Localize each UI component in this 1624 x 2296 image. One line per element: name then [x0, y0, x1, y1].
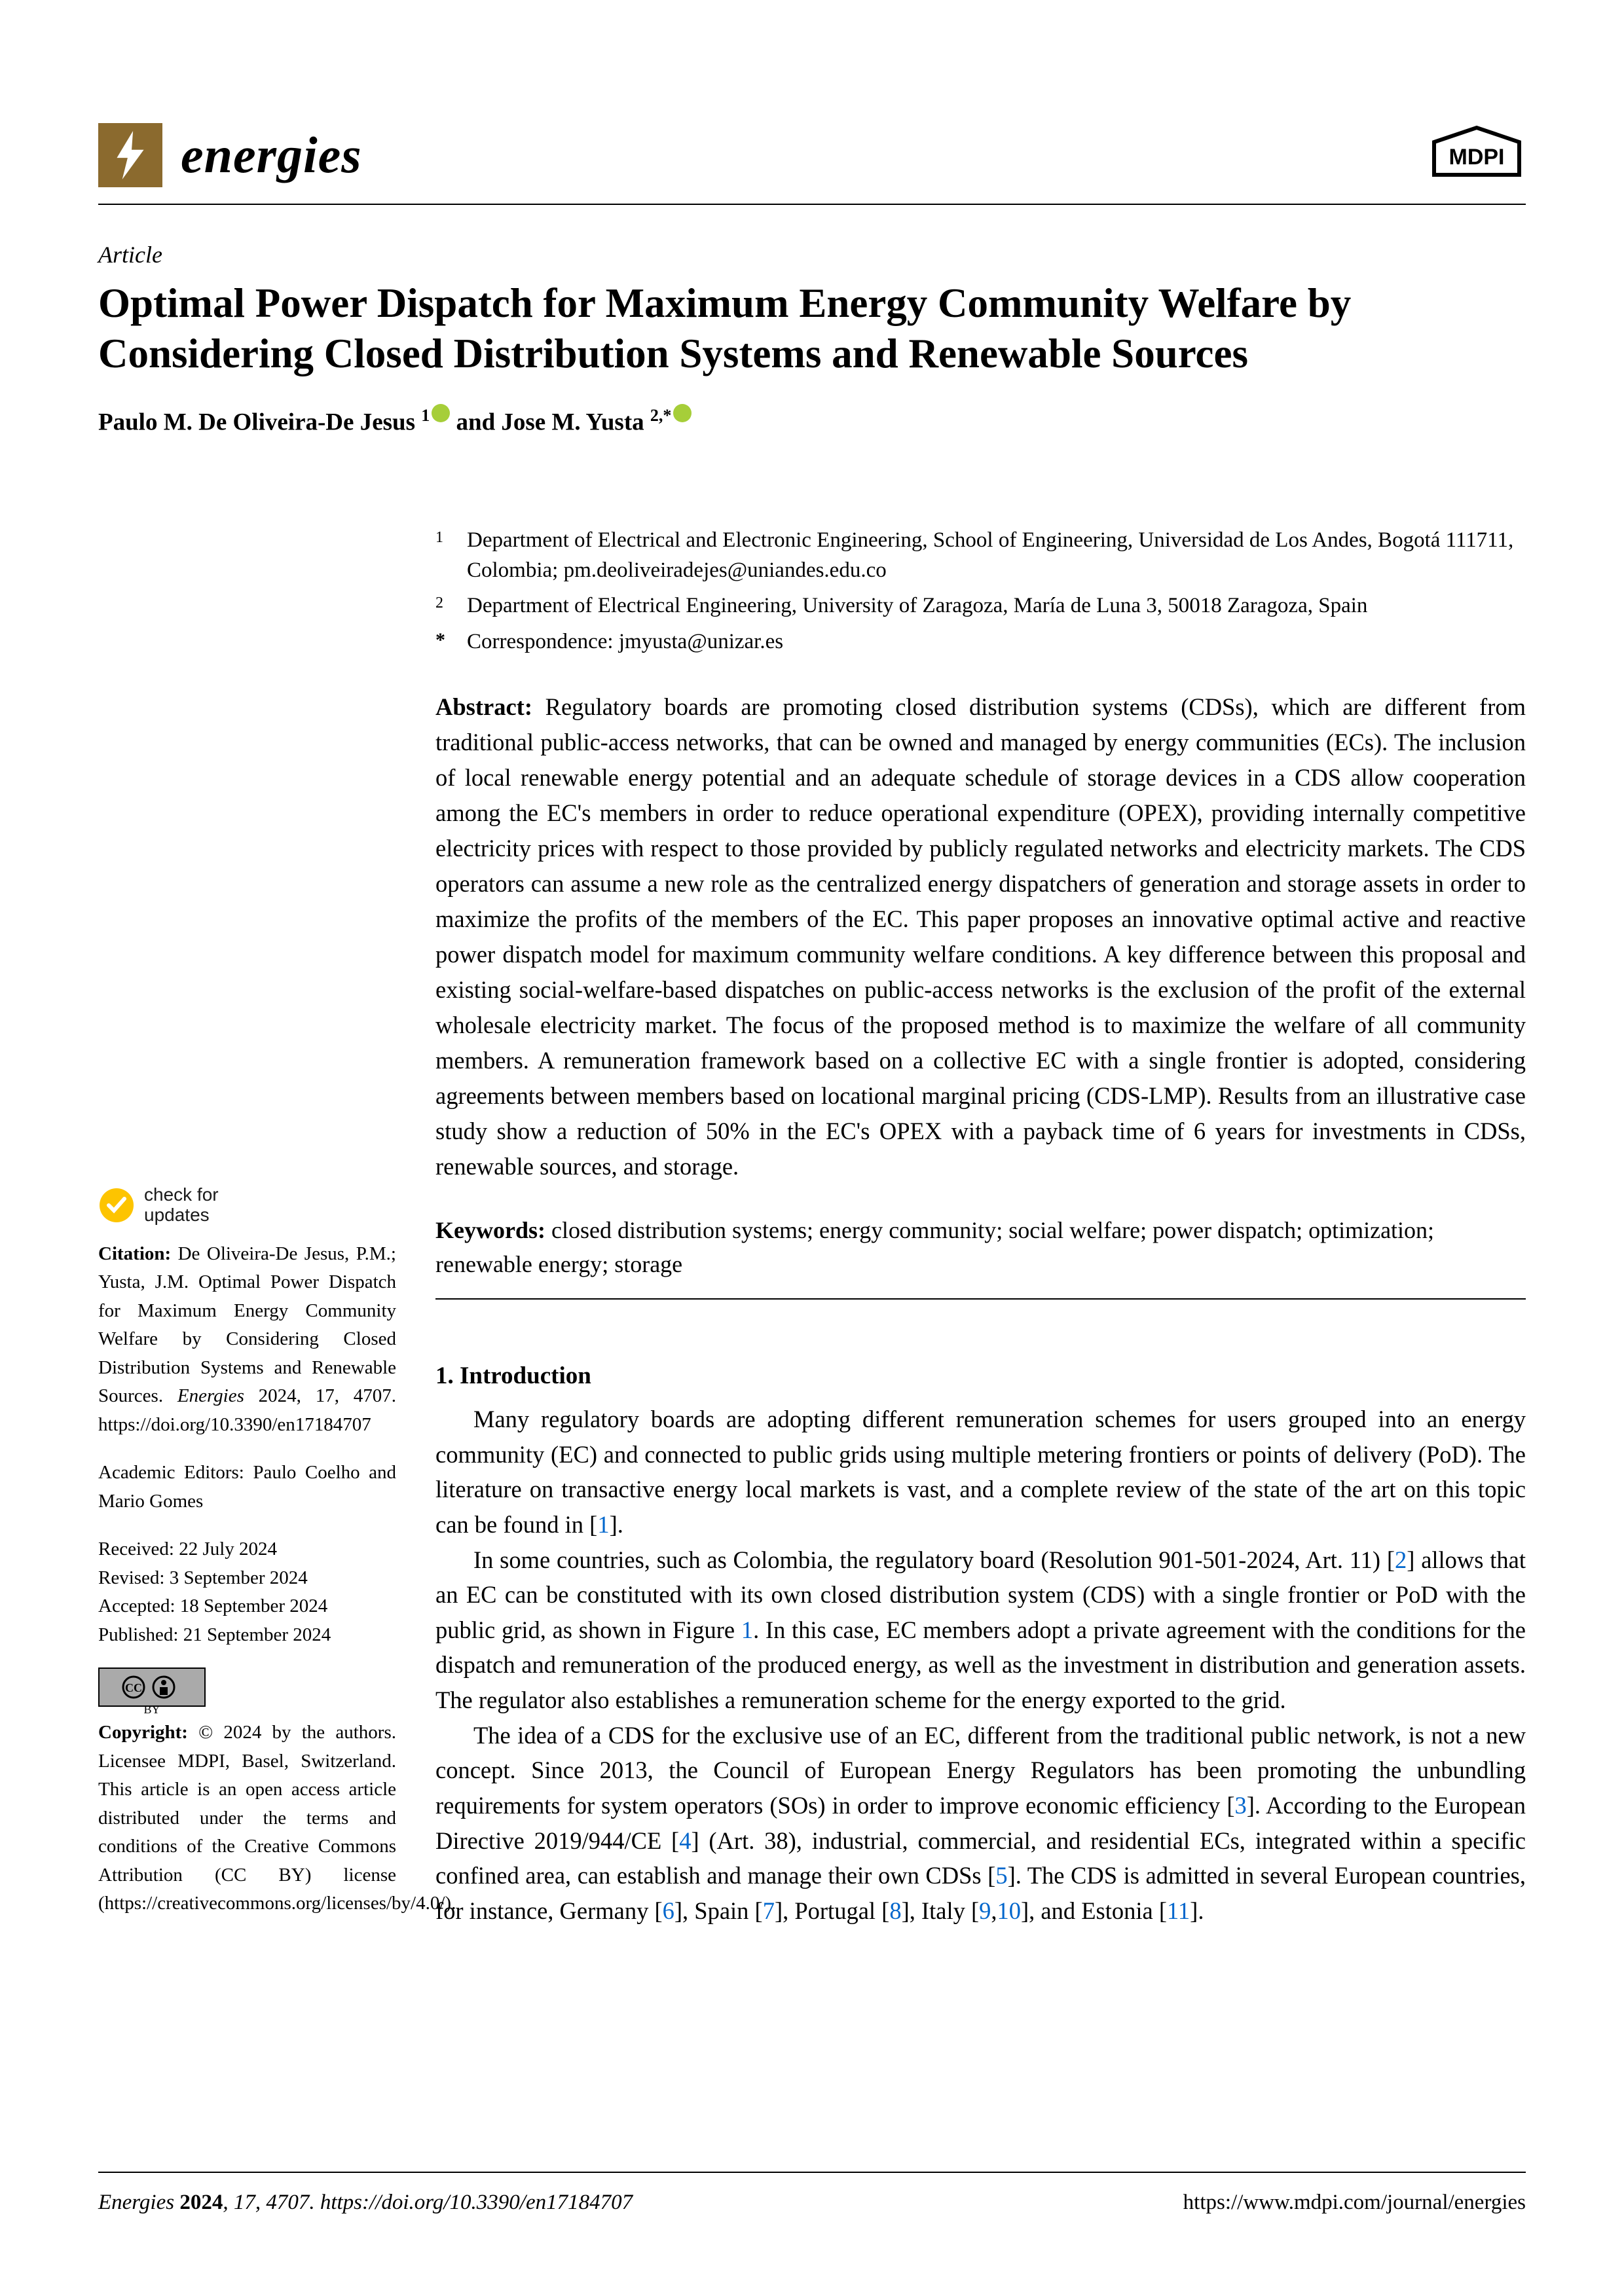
orcid-icon[interactable]	[432, 404, 450, 422]
citation-link[interactable]: 8	[889, 1897, 901, 1924]
page-footer: Energies 2024, 17, 4707. https://doi.org…	[98, 2172, 1526, 2219]
citation-link[interactable]: 4	[679, 1827, 691, 1854]
dates-block: Received: 22 July 2024 Revised: 3 Septem…	[98, 1535, 396, 1649]
citation-link[interactable]: 1	[597, 1511, 609, 1538]
journal-logo: energies	[98, 118, 362, 192]
cc-by-badge[interactable]: CC	[98, 1667, 206, 1707]
article-type: Article	[98, 238, 1526, 272]
copyright-block: Copyright: © 2024 by the authors. Licens…	[98, 1719, 396, 1918]
author-1: Paulo M. De Oliveira-De Jesus	[98, 409, 421, 435]
citation-link[interactable]: 6	[663, 1897, 674, 1924]
keywords: Keywords: closed distribution systems; e…	[435, 1213, 1526, 1281]
svg-text:CC: CC	[125, 1681, 142, 1694]
citation-link[interactable]: 10	[997, 1897, 1022, 1924]
editors-block: Academic Editors: Paulo Coelho and Mario…	[98, 1459, 396, 1516]
citation-link[interactable]: 9	[979, 1897, 991, 1924]
orcid-icon[interactable]	[673, 404, 692, 422]
figure-link[interactable]: 1	[741, 1616, 753, 1643]
main-content: 1Department of Electrical and Electronic…	[435, 525, 1526, 1938]
journal-name: energies	[181, 118, 362, 192]
footer-left: Energies 2024, 17, 4707. https://doi.org…	[98, 2187, 633, 2219]
page-header: energies MDPI	[98, 118, 1526, 205]
sidebar: check forupdates Citation: De Oliveira-D…	[98, 525, 396, 1938]
abstract: Abstract: Regulatory boards are promotin…	[435, 689, 1526, 1184]
check-updates-badge[interactable]: check forupdates	[98, 1185, 396, 1226]
authors-line: Paulo M. De Oliveira-De Jesus 1 and Jose…	[98, 403, 1526, 440]
citation-link[interactable]: 2	[1395, 1546, 1407, 1573]
citation-link[interactable]: 5	[995, 1862, 1007, 1889]
citation-link[interactable]: 3	[1234, 1792, 1246, 1819]
citation-block: Citation: De Oliveira-De Jesus, P.M.; Yu…	[98, 1240, 396, 1440]
check-updates-label: check forupdates	[144, 1185, 219, 1226]
affiliations: 1Department of Electrical and Electronic…	[435, 525, 1526, 657]
bolt-icon	[98, 123, 162, 187]
article-title: Optimal Power Dispatch for Maximum Energ…	[98, 278, 1526, 379]
citation-link[interactable]: 7	[763, 1897, 775, 1924]
divider	[435, 1298, 1526, 1300]
citation-link[interactable]: 11	[1167, 1897, 1190, 1924]
body-text: Many regulatory boards are adopting diff…	[435, 1402, 1526, 1929]
footer-right[interactable]: https://www.mdpi.com/journal/energies	[1183, 2187, 1526, 2219]
svg-text:MDPI: MDPI	[1449, 145, 1505, 170]
author-and: and Jose M. Yusta	[450, 409, 650, 435]
section-heading: 1. Introduction	[435, 1358, 1526, 1394]
mdpi-logo: MDPI	[1428, 122, 1526, 188]
check-updates-icon	[98, 1187, 135, 1224]
